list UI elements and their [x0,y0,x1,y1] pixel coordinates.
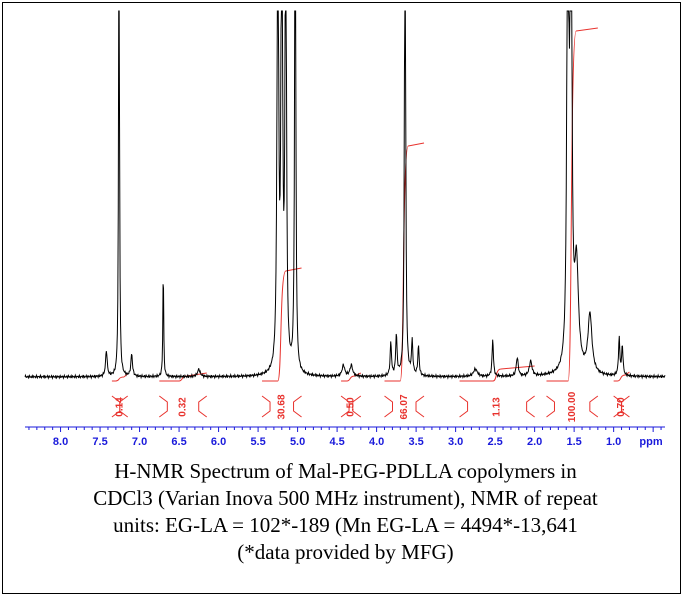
caption-line-4: (*data provided by MFG) [237,540,454,564]
integral-value-label: 0.14 [114,397,125,417]
x-axis-label: ppm [639,436,662,448]
x-tick-label: 6.5 [171,436,186,448]
integral-bracket [159,395,208,418]
caption-line-2: CDCl3 (Varian Inova 500 MHz instrument),… [93,486,598,510]
caption-line-3: units: EG-LA = 102*-189 (Mn EG-LA = 4494… [113,513,578,537]
x-tick-label: 4.5 [329,436,344,448]
integral-curves [111,27,630,382]
integral-curve [459,365,535,382]
integral-bracket [384,395,425,418]
x-tick-label: 2.5 [487,436,502,448]
x-tick-label: 4.0 [369,436,384,448]
x-tick-label: 7.5 [92,436,107,448]
x-tick-label: 8.0 [53,436,68,448]
integral-value-label: 66.07 [399,394,410,419]
integral-bracket [546,395,599,418]
integral-value-label: 1.13 [492,397,503,417]
integral-bracket [459,395,535,418]
integral-value-label: 0.50 [346,397,357,417]
integral-curve [613,371,630,382]
integral-value-label: 100.00 [567,391,578,422]
x-tick-label: 5.0 [290,436,305,448]
integral-bracket [613,395,630,418]
x-tick-label: 6.0 [211,436,226,448]
x-tick-label: 5.5 [250,436,265,448]
integral-bracket [340,395,362,418]
x-tick-label: 1.0 [606,436,621,448]
integral-curve [546,27,598,382]
x-tick-label: 2.0 [527,436,542,448]
integral-bracket [111,395,129,418]
integral-value-label: 0.32 [178,397,189,417]
integral-bracket [261,395,302,418]
integral-value-label: 0.70 [616,397,627,417]
x-tick-label: 7.0 [132,436,147,448]
nmr-spectrum-chart: 0.14 0.32 30.68 0.50 66.07 1.13 100.00 0.70 8.0… [24,10,666,448]
x-tick-label: 3.5 [408,436,423,448]
figure-caption: H-NMR Spectrum of Mal-PEG-PDLLA copolyme… [11,458,680,566]
x-tick-label: 3.0 [448,436,463,448]
spectrum-trace [24,10,666,381]
integral-value-label: 30.68 [276,394,287,419]
integral-curve [262,267,302,382]
caption-line-1: H-NMR Spectrum of Mal-PEG-PDLLA copolyme… [114,459,577,483]
integral-curve [111,373,129,382]
x-tick-label: 1.5 [566,436,581,448]
x-axis: 8.0 7.5 7.0 6.5 6.0 5.5 5.0 4.5 4.0 3.5 3.0 2.5 2.0 1… [25,426,665,448]
integral-brackets: 0.14 0.32 30.68 0.50 66.07 1.13 100.00 0.70 [111,391,630,422]
